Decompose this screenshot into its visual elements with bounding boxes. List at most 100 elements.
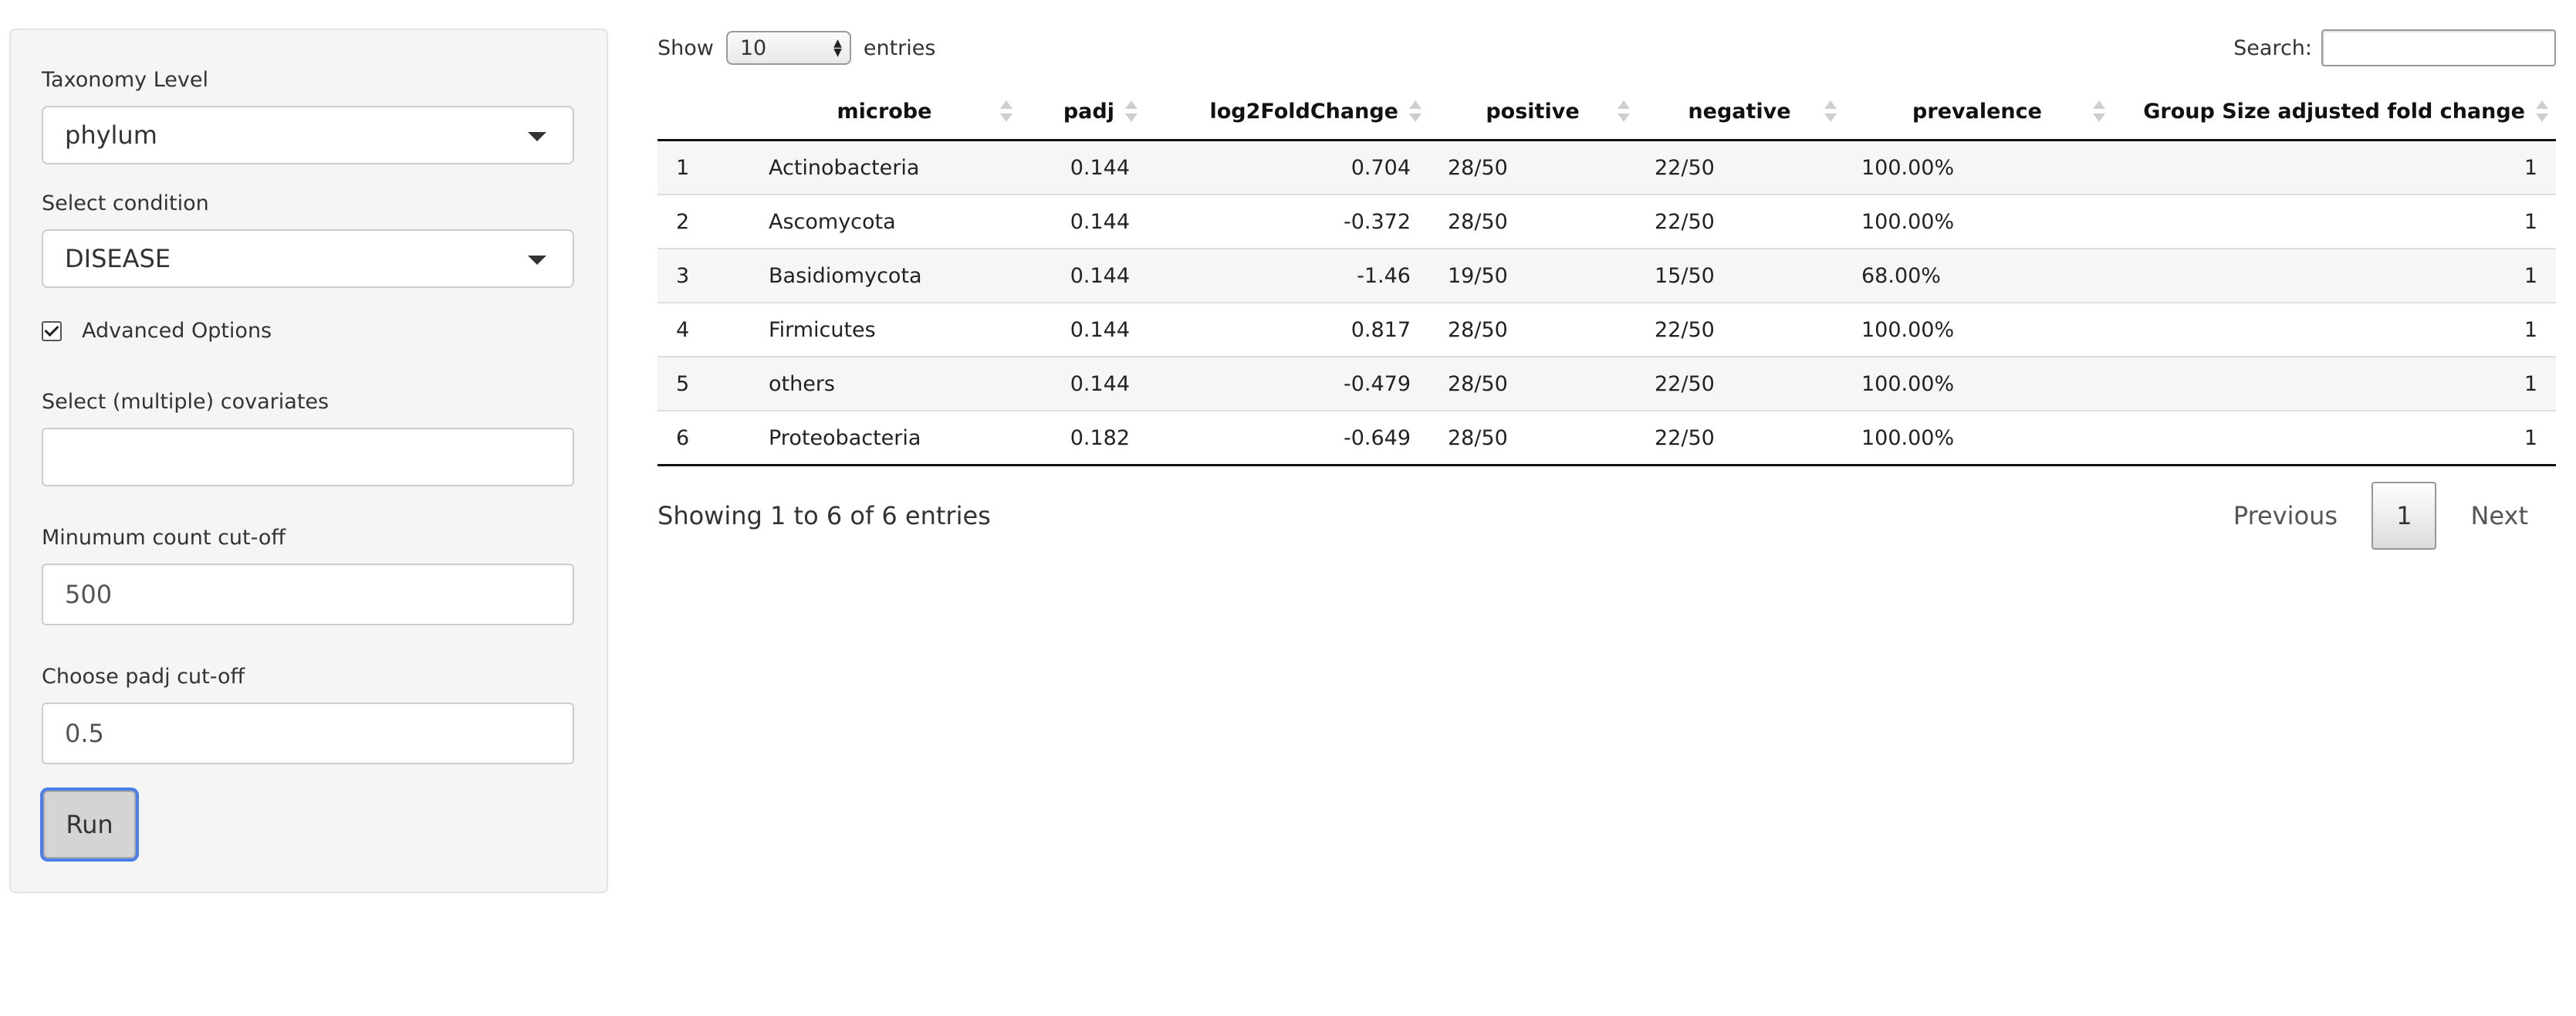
cell-positive: 28/50	[1429, 302, 1636, 357]
cell-log2foldchange: -1.46	[1148, 248, 1429, 303]
cell-group-size-fold-change: 1	[2111, 356, 2556, 411]
entries-select-value: 10	[739, 36, 767, 60]
sort-icon	[1618, 100, 1630, 122]
column-header-microbe[interactable]: microbe	[750, 83, 1019, 141]
table-header-row: microbe padj log2FoldChange positive	[658, 83, 2556, 141]
results-panel: Show 10 ▲ ▼ entries Search: microbe	[658, 28, 2556, 550]
cell-index: 1	[658, 140, 750, 195]
sort-icon	[1409, 100, 1422, 122]
padj-group: Choose padj cut-off 0.5	[42, 664, 576, 764]
page-1-button[interactable]: 1	[2371, 482, 2437, 550]
chevron-down-icon	[528, 132, 546, 141]
cell-microbe: Actinobacteria	[750, 140, 1019, 195]
cell-negative: 22/50	[1636, 194, 1843, 249]
cell-positive: 28/50	[1429, 140, 1636, 195]
column-header-index[interactable]	[658, 83, 750, 141]
condition-select[interactable]: DISEASE	[42, 229, 574, 288]
cell-microbe: others	[750, 356, 1019, 411]
cell-microbe: Proteobacteria	[750, 410, 1019, 466]
cell-group-size-fold-change: 1	[2111, 248, 2556, 303]
entries-select[interactable]: 10 ▲ ▼	[725, 31, 851, 65]
cell-log2foldchange: -0.649	[1148, 410, 1429, 466]
table-row[interactable]: 4 Firmicutes 0.144 0.817 28/50 22/50 100…	[658, 302, 2556, 357]
updown-arrows-icon: ▲ ▼	[833, 37, 842, 59]
column-header-negative[interactable]: negative	[1636, 83, 1843, 141]
covariates-input[interactable]	[42, 428, 574, 486]
cell-negative: 22/50	[1636, 356, 1843, 411]
cell-group-size-fold-change: 1	[2111, 194, 2556, 249]
column-header-label: positive	[1486, 99, 1580, 124]
cell-positive: 28/50	[1429, 194, 1636, 249]
show-label: Show	[658, 36, 714, 60]
table-row[interactable]: 2 Ascomycota 0.144 -0.372 28/50 22/50 10…	[658, 194, 2556, 249]
advanced-options-checkbox[interactable]	[42, 320, 62, 341]
column-header-prevalence[interactable]: prevalence	[1843, 83, 2111, 141]
cell-index: 6	[658, 410, 750, 466]
cell-padj: 0.144	[1019, 140, 1148, 195]
cell-padj: 0.144	[1019, 194, 1148, 249]
table-bottom-controls: Showing 1 to 6 of 6 entries Previous 1 N…	[658, 482, 2556, 550]
cell-microbe: Basidiomycota	[750, 248, 1019, 303]
sort-icon	[2093, 100, 2105, 122]
condition-select-value: DISEASE	[65, 244, 171, 273]
column-header-log2foldchange[interactable]: log2FoldChange	[1148, 83, 1429, 141]
cell-log2foldchange: 0.817	[1148, 302, 1429, 357]
cell-positive: 28/50	[1429, 356, 1636, 411]
cell-padj: 0.182	[1019, 410, 1148, 466]
cell-prevalence: 100.00%	[1843, 302, 2111, 357]
advanced-options-row[interactable]: Advanced Options	[42, 319, 576, 343]
padj-input[interactable]: 0.5	[42, 703, 574, 764]
cell-negative: 22/50	[1636, 140, 1843, 195]
table-row[interactable]: 3 Basidiomycota 0.144 -1.46 19/50 15/50 …	[658, 248, 2556, 303]
cell-log2foldchange: -0.372	[1148, 194, 1429, 249]
cell-positive: 28/50	[1429, 410, 1636, 466]
cell-prevalence: 100.00%	[1843, 140, 2111, 195]
taxonomy-group: Taxonomy Level phylum	[42, 67, 576, 164]
cell-prevalence: 100.00%	[1843, 356, 2111, 411]
column-header-label: negative	[1688, 99, 1791, 124]
taxonomy-select-value: phylum	[65, 120, 157, 150]
search-label: Search:	[2233, 36, 2312, 60]
cell-microbe: Ascomycota	[750, 194, 1019, 249]
cell-padj: 0.144	[1019, 302, 1148, 357]
cell-prevalence: 100.00%	[1843, 194, 2111, 249]
pagination: Previous 1 Next	[2206, 482, 2556, 550]
cell-negative: 22/50	[1636, 410, 1843, 466]
cell-log2foldchange: -0.479	[1148, 356, 1429, 411]
column-header-padj[interactable]: padj	[1019, 83, 1148, 141]
taxonomy-select[interactable]: phylum	[42, 106, 574, 164]
min-count-input[interactable]: 500	[42, 564, 574, 625]
search-input[interactable]	[2321, 29, 2556, 66]
sidebar-panel: Taxonomy Level phylum Select condition D…	[9, 29, 608, 893]
table-row[interactable]: 6 Proteobacteria 0.182 -0.649 28/50 22/5…	[658, 410, 2556, 466]
previous-page-button[interactable]: Previous	[2233, 501, 2338, 530]
sort-icon	[1000, 100, 1012, 122]
min-count-group: Minumum count cut-off 500	[42, 525, 576, 625]
column-header-group-size-fold-change[interactable]: Group Size adjusted fold change	[2111, 83, 2556, 141]
covariates-label: Select (multiple) covariates	[42, 390, 330, 414]
table-row[interactable]: 1 Actinobacteria 0.144 0.704 28/50 22/50…	[658, 140, 2556, 195]
condition-label: Select condition	[42, 191, 209, 215]
entries-length-control: Show 10 ▲ ▼ entries	[658, 31, 935, 65]
table-info: Showing 1 to 6 of 6 entries	[658, 501, 991, 530]
cell-index: 2	[658, 194, 750, 249]
taxonomy-label: Taxonomy Level	[42, 68, 208, 92]
run-button[interactable]: Run	[43, 791, 136, 859]
cell-log2foldchange: 0.704	[1148, 140, 1429, 195]
sort-icon	[1824, 100, 1837, 122]
cell-group-size-fold-change: 1	[2111, 410, 2556, 466]
column-header-label: Group Size adjusted fold change	[2143, 99, 2525, 124]
cell-index: 5	[658, 356, 750, 411]
table-top-controls: Show 10 ▲ ▼ entries Search:	[658, 28, 2556, 68]
cell-microbe: Firmicutes	[750, 302, 1019, 357]
next-page-button[interactable]: Next	[2470, 501, 2528, 530]
table-row[interactable]: 5 others 0.144 -0.479 28/50 22/50 100.00…	[658, 356, 2556, 411]
cell-index: 3	[658, 248, 750, 303]
cell-prevalence: 68.00%	[1843, 248, 2111, 303]
advanced-options-label: Advanced Options	[82, 319, 272, 343]
covariates-group: Select (multiple) covariates	[42, 389, 576, 486]
column-header-positive[interactable]: positive	[1429, 83, 1636, 141]
cell-index: 4	[658, 302, 750, 357]
cell-negative: 22/50	[1636, 302, 1843, 357]
